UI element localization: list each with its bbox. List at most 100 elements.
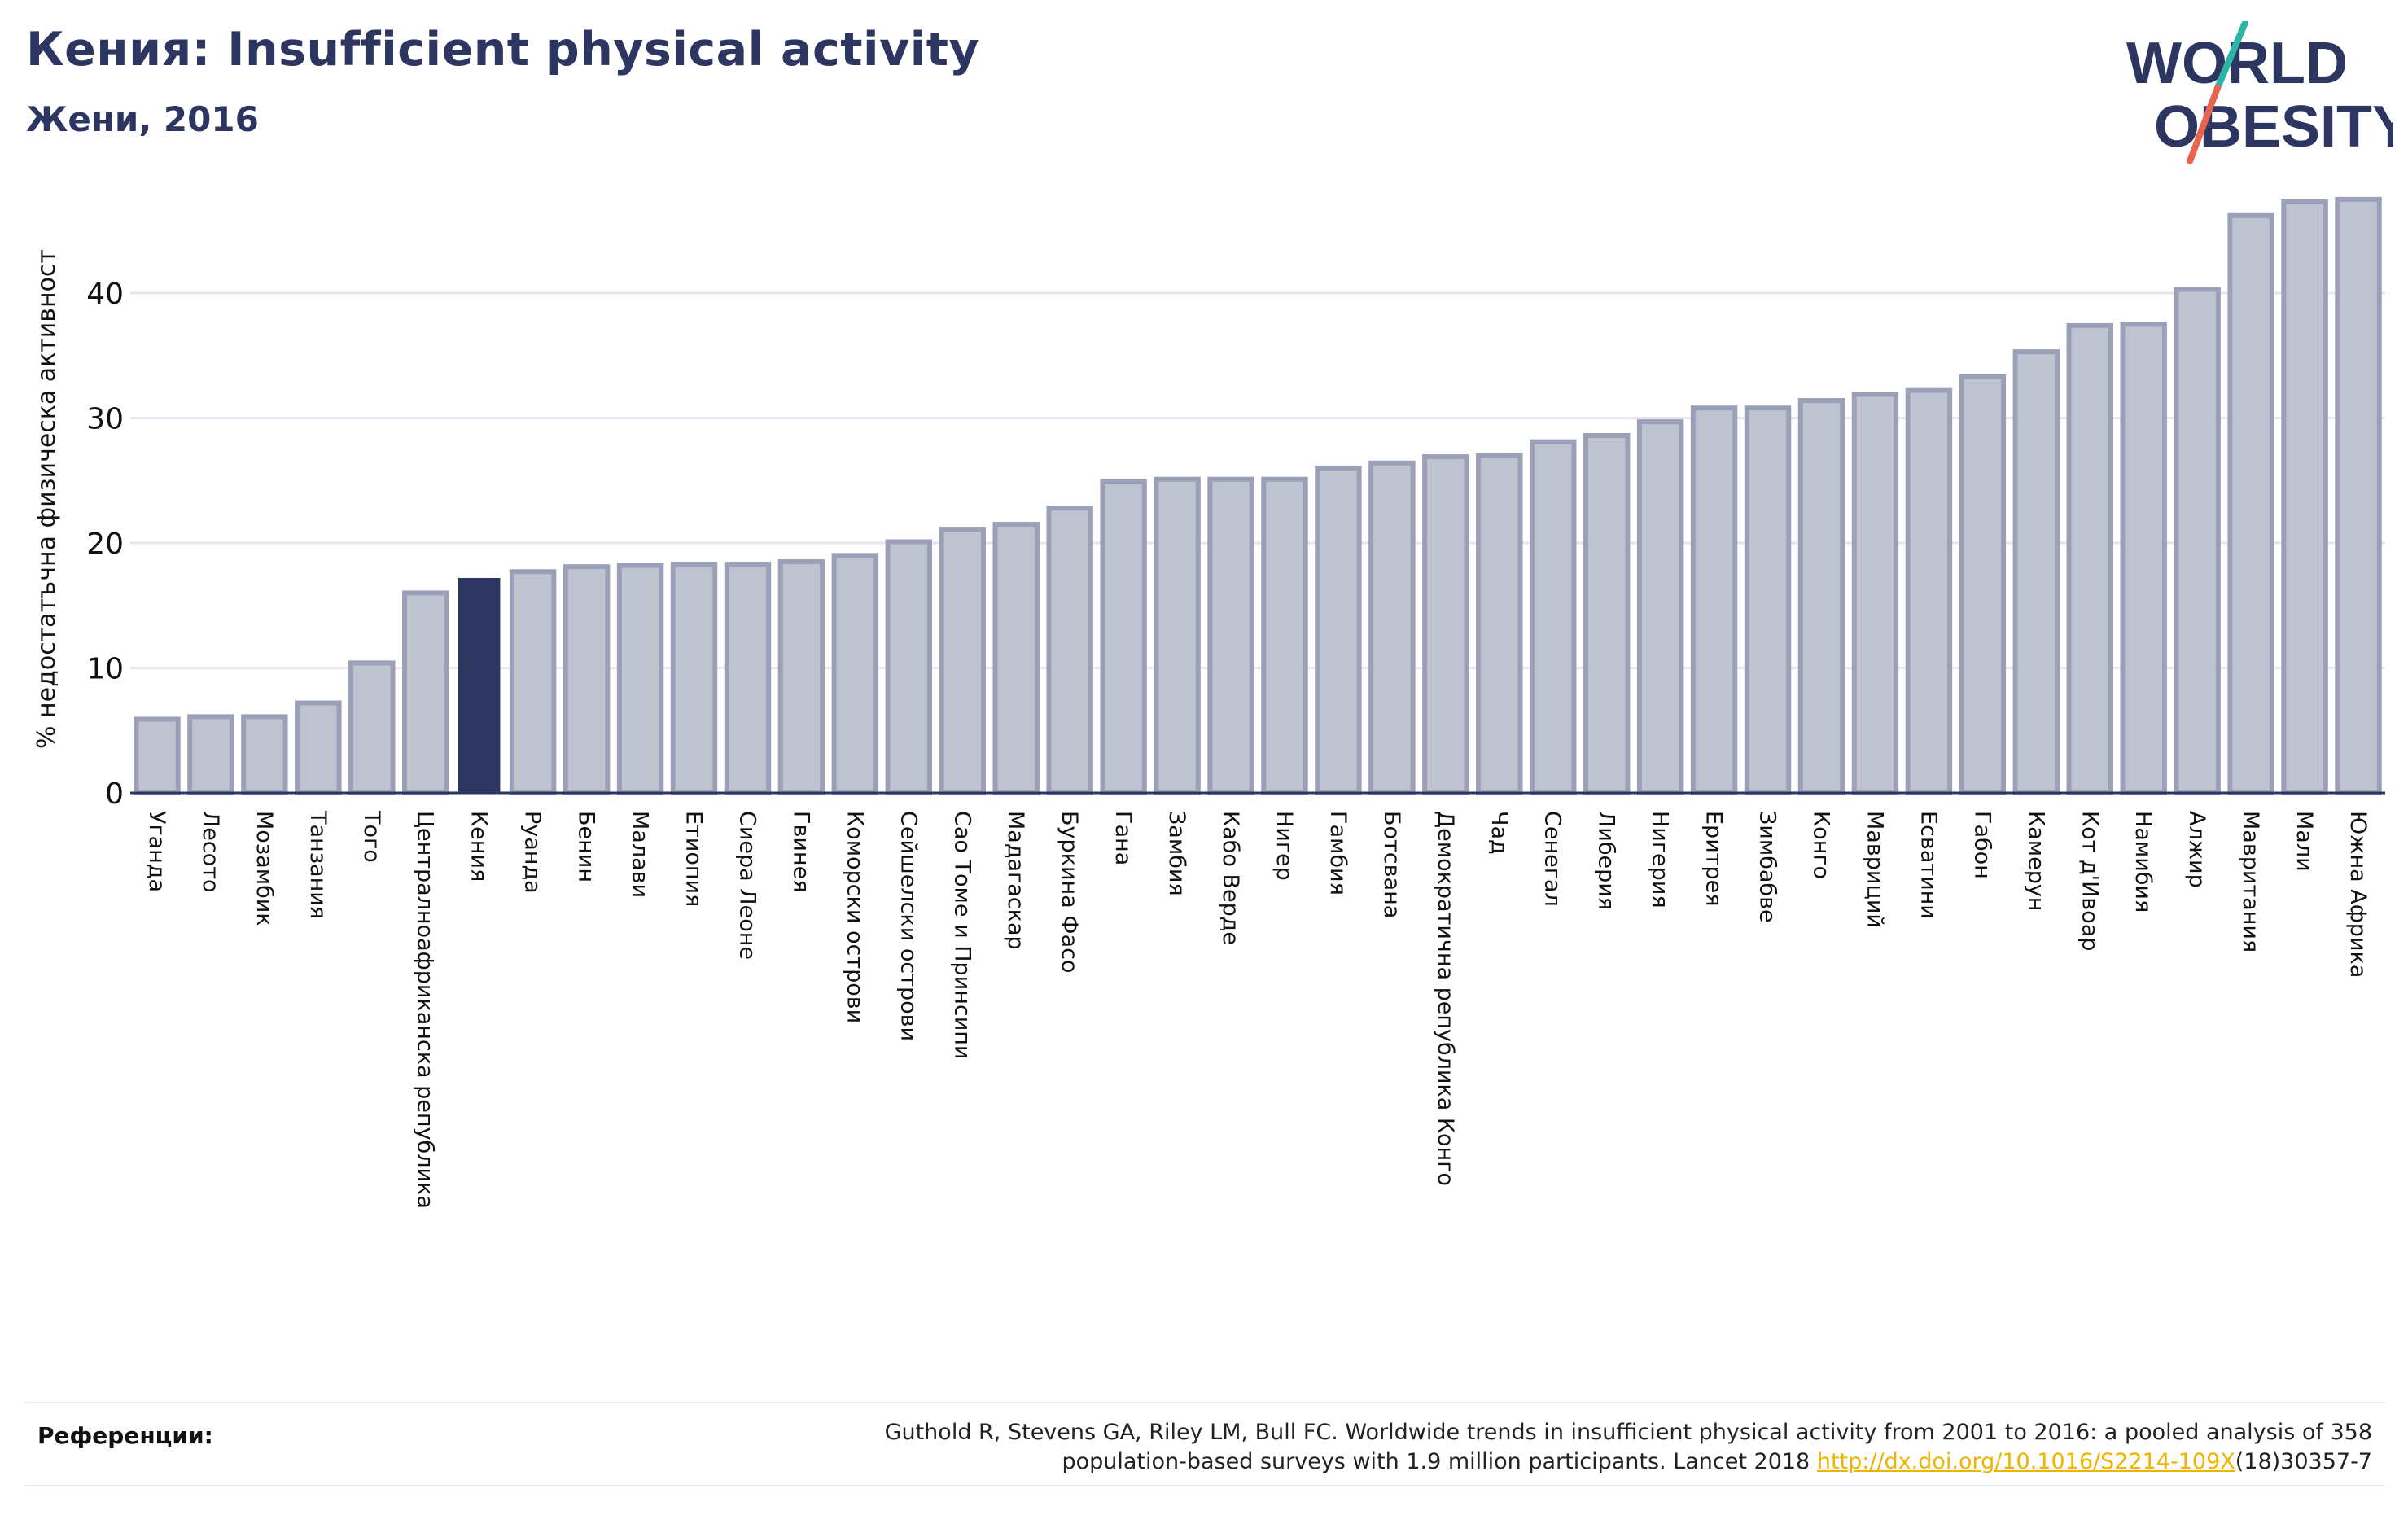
references-divider-bottom — [24, 1485, 2385, 1486]
bar — [1583, 432, 1631, 795]
bar — [616, 563, 664, 795]
bar — [1315, 465, 1362, 796]
x-tick-label: Алжир — [2184, 811, 2209, 888]
x-tick-label: Замбия — [1164, 811, 1189, 896]
bar — [885, 539, 933, 796]
bar — [2227, 212, 2274, 795]
y-tick-label: 40 — [86, 278, 124, 311]
bar — [777, 559, 825, 796]
x-tick-label: Намибия — [2130, 811, 2156, 913]
bar-chart: 0 10 20 30 40 Уганда Лесото Мозамбик Танзания Тог… — [86, 196, 2385, 1209]
x-tick-label: Демократична република Конго — [1433, 811, 1458, 1186]
x-tick-label: Сиера Леоне — [734, 811, 760, 960]
x-tick-label: Есватини — [1915, 811, 1941, 919]
x-tick-label: Руанда — [520, 811, 545, 894]
bar — [1154, 476, 1201, 796]
bar — [348, 660, 396, 795]
bar — [2066, 322, 2113, 796]
y-tick-label: 20 — [86, 528, 124, 561]
x-tick-label: Нигер — [1272, 811, 1297, 881]
x-tick-label: Коморски острови — [842, 811, 867, 1023]
x-tick-label: Лесото — [198, 811, 223, 893]
bar — [992, 521, 1040, 795]
bar — [1690, 405, 1738, 795]
bar — [1261, 476, 1308, 796]
bar — [2335, 196, 2382, 795]
x-tick-label: Камерун — [2023, 811, 2048, 911]
x-tick-label: Конго — [1809, 811, 1834, 879]
x-tick-label: Либерия — [1594, 811, 1619, 910]
bar — [1476, 453, 1523, 795]
x-tick-label: Малави — [628, 811, 653, 898]
doi-link[interactable]: http://dx.doi.org/10.1016/S2214-109X — [1816, 1449, 2235, 1474]
bar — [724, 562, 772, 795]
bar — [1636, 419, 1684, 795]
references-divider-top — [24, 1402, 2385, 1403]
x-tick-label: Сейшелски острови — [895, 811, 921, 1041]
bar — [831, 553, 879, 795]
bar — [1530, 439, 1577, 795]
x-tick-label: Южна Африка — [2345, 811, 2371, 978]
bar — [1422, 454, 1469, 796]
bar — [670, 562, 718, 795]
x-tick-label: Мавриций — [1862, 811, 1887, 928]
x-tick-label: Мозамбик — [252, 811, 277, 926]
y-tick-label: 0 — [105, 777, 124, 811]
x-tick-label: Габон — [1969, 811, 1994, 879]
x-tick-label: Кот д'Ивоар — [2077, 811, 2102, 951]
bar — [939, 527, 986, 795]
x-tick-label: Буркина Фасо — [1057, 811, 1082, 973]
x-tick-label: Гвинея — [788, 811, 813, 892]
bar — [1744, 405, 1792, 795]
references-line-2-text: population-based surveys with 1.9 millio… — [1062, 1449, 1817, 1474]
bar — [2012, 349, 2060, 795]
x-tick-label: Чад — [1486, 811, 1512, 855]
bar — [563, 564, 611, 795]
x-tick-label: Мадагаскар — [1003, 811, 1028, 950]
x-tick-label: Мали — [2292, 811, 2317, 872]
x-tick-label: Гамбия — [1325, 811, 1351, 895]
bar — [1851, 392, 1899, 795]
bar-highlight — [458, 577, 501, 793]
bar — [187, 714, 234, 795]
references-line-2: population-based surveys with 1.9 millio… — [663, 1447, 2372, 1477]
bar — [402, 590, 449, 796]
x-tick-label: Бенин — [574, 811, 599, 882]
y-tick-label: 30 — [86, 403, 124, 436]
references-line-1: Guthold R, Stevens GA, Riley LM, Bull FC… — [884, 1420, 2372, 1445]
chart-title: Кения: Insufficient physical activity — [26, 23, 980, 77]
references-label: Референции: — [37, 1422, 213, 1449]
x-tick-label: Уганда — [144, 811, 169, 892]
x-tick-label: Мавритания — [2238, 811, 2263, 952]
bar — [1797, 398, 1845, 795]
world-obesity-logo: WORLD OBESITY — [2126, 21, 2393, 164]
bar — [1959, 374, 2007, 795]
x-tick-label: Централноафриканска република — [413, 811, 438, 1209]
references-line-2-suffix: (18)30357-7 — [2235, 1449, 2372, 1474]
x-tick-label: Етиопия — [681, 811, 707, 907]
bar — [241, 714, 288, 795]
x-tick-label: Нигерия — [1648, 811, 1673, 908]
x-tick-label: Кения — [466, 811, 492, 882]
bar — [1368, 460, 1416, 795]
x-tick-label: Сенегал — [1540, 811, 1565, 907]
bar — [2281, 199, 2328, 795]
references-text: Guthold R, Stevens GA, Riley LM, Bull FC… — [663, 1418, 2372, 1477]
chart-subtitle: Жени, 2016 — [26, 99, 259, 139]
bar — [295, 700, 342, 795]
bar — [1207, 476, 1254, 796]
bar — [509, 569, 557, 795]
x-tick-label: Сао Томе и Принсипи — [949, 811, 974, 1059]
bar — [2120, 322, 2167, 795]
x-tick-label: Танзания — [305, 810, 331, 919]
x-tick-label: Гана — [1110, 811, 1136, 865]
x-tick-label: Кабо Верде — [1218, 811, 1243, 945]
bar — [2174, 287, 2221, 795]
bar — [1905, 387, 1953, 795]
bar — [1046, 506, 1093, 796]
x-tick-label: Еритрея — [1701, 811, 1727, 906]
x-tick-label: Того — [359, 810, 384, 863]
x-tick-label: Ботсвана — [1379, 811, 1404, 918]
logo-slash-top — [2214, 21, 2248, 91]
y-tick-label: 10 — [86, 653, 124, 686]
